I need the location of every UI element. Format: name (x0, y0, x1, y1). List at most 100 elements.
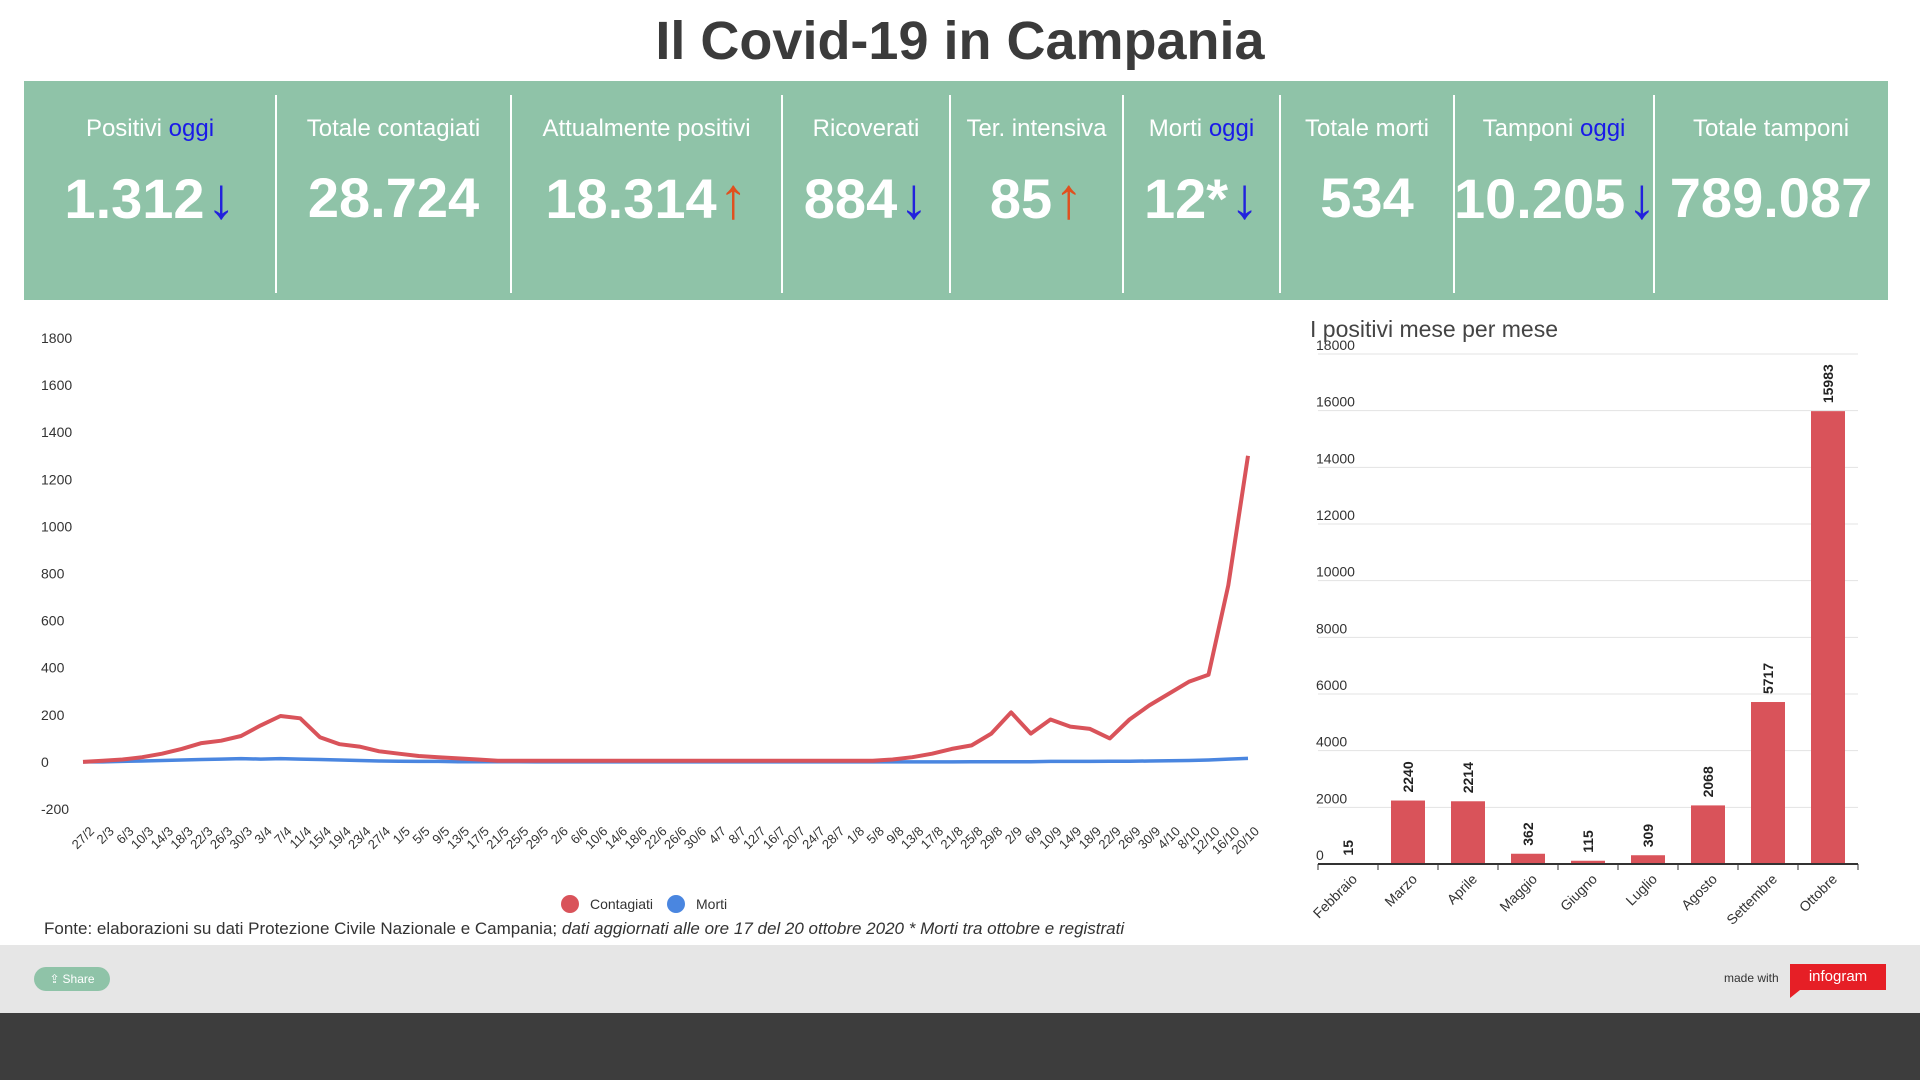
share-label: Share (62, 972, 95, 986)
stat-label-text: Morti (1148, 115, 1203, 142)
data-label: 5717 (1760, 663, 1776, 694)
y-tick-label: 8000 (1316, 620, 1347, 636)
stat-label-highlight: oggi (168, 115, 215, 142)
stat-divider (781, 95, 783, 293)
stats-panel: Positivi oggi 1.312↓ Totale contagiati 28.7… (24, 81, 1888, 300)
source-text: Fonte: elaborazioni su dati Protezione C… (44, 919, 558, 938)
stat-divider (510, 95, 512, 293)
stat-value-text: 884 (803, 167, 898, 230)
stat-label: Positivi oggi (24, 115, 276, 143)
stat-value: 85↑ (950, 165, 1123, 232)
stat-value: 884↓ (782, 165, 950, 232)
stat-label-text: Ricoverati (812, 115, 920, 142)
y-tick-label: 6000 (1316, 677, 1347, 693)
x-tick-label: Agosto (1678, 871, 1720, 913)
stat-value-text: 18.314 (545, 167, 717, 230)
stat-label-text: Positivi (85, 115, 162, 142)
stat-value-text: 12* (1143, 167, 1229, 230)
stat-label-text: Totale morti (1304, 115, 1430, 142)
data-label: 15983 (1820, 364, 1836, 403)
stat-divider (1653, 95, 1655, 293)
y-tick-label: 1600 (41, 377, 72, 393)
y-tick-label: 14000 (1316, 450, 1355, 466)
stat-divider (1453, 95, 1455, 293)
stat-label: Totale contagiati (276, 115, 511, 143)
y-tick-label: 18000 (1316, 337, 1355, 353)
x-tick-label: Marzo (1381, 871, 1420, 910)
y-tick-label: 0 (41, 754, 49, 770)
made-with-label: made with (1724, 971, 1779, 985)
x-tick-label: Settembre (1723, 871, 1780, 928)
legend-label: Contagiati (590, 896, 653, 912)
stat-label: Attualmente positivi (511, 115, 782, 143)
data-label: 2214 (1460, 762, 1476, 793)
y-tick-label: 4000 (1316, 734, 1347, 750)
stat-label-text: Totale tamponi (1692, 115, 1850, 142)
infographic-canvas: Il Covid-19 in Campania Positivi oggi 1.3… (0, 0, 1920, 945)
stat-label: Ricoverati (782, 115, 950, 143)
stat-divider (1122, 95, 1124, 293)
y-tick-label: 1000 (41, 518, 72, 534)
y-tick-label: 200 (41, 707, 65, 723)
bar (1631, 855, 1665, 864)
stat-card: Attualmente positivi 18.314↑ (511, 81, 782, 300)
stat-value-text: 10.205 (1454, 167, 1626, 230)
stat-value-text: 85 (989, 167, 1053, 230)
y-tick-label: 16000 (1316, 394, 1355, 410)
arrow-down-icon: ↓ (206, 166, 236, 231)
y-tick-label: 2000 (1316, 790, 1347, 806)
legend-label: Morti (696, 896, 727, 912)
share-button[interactable]: ⇪ Share (34, 967, 110, 991)
bar-chart-title: I positivi mese per mese (1310, 316, 1558, 342)
arrow-down-icon: ↓ (899, 166, 929, 231)
y-tick-label: 800 (41, 566, 65, 582)
bar (1811, 411, 1845, 864)
stat-value: 10.205↓ (1454, 165, 1657, 232)
share-icon: ⇪ (49, 972, 60, 986)
x-tick-label: Maggio (1496, 871, 1540, 915)
x-tick-label: Aprile (1443, 871, 1480, 908)
stat-card: Totale contagiati 28.724 (276, 81, 511, 300)
stat-value: 789.087 (1654, 165, 1888, 230)
data-label: 15 (1340, 840, 1356, 856)
stat-card: Totale morti 534 (1280, 81, 1454, 300)
x-tick-label: Giugno (1557, 871, 1600, 914)
data-label: 115 (1580, 830, 1596, 853)
arrow-down-icon: ↓ (1627, 166, 1657, 231)
infogram-logo[interactable]: infogram (1790, 964, 1886, 998)
source-note: Fonte: elaborazioni su dati Protezione C… (44, 919, 1124, 939)
y-tick-label: 0 (1316, 847, 1324, 863)
stat-value: 12*↓ (1123, 165, 1280, 232)
page-title: Il Covid-19 in Campania (655, 11, 1265, 71)
arrow-up-icon: ↑ (1054, 166, 1084, 231)
stat-card: Tamponi oggi 10.205↓ (1454, 81, 1657, 300)
footer-bar: ⇪ Share made with infogram (0, 945, 1920, 1013)
y-tick-label: 1800 (41, 330, 72, 346)
stat-label: Totale morti (1280, 115, 1454, 143)
stat-label: Morti oggi (1123, 115, 1280, 143)
bar (1391, 800, 1425, 864)
stat-value: 28.724 (276, 165, 511, 230)
stat-label-text: Attualmente positivi (542, 115, 751, 142)
source-update-note: dati aggiornati alle ore 17 del 20 ottob… (561, 919, 1125, 938)
arrow-up-icon: ↑ (718, 166, 748, 231)
y-tick-label: 10000 (1316, 564, 1355, 580)
stat-card: Morti oggi 12*↓ (1123, 81, 1280, 300)
stat-label-text: Totale contagiati (306, 115, 481, 142)
y-tick-label: 12000 (1316, 507, 1355, 523)
stat-value: 534 (1280, 165, 1454, 230)
data-label: 309 (1640, 824, 1656, 848)
bar (1511, 853, 1545, 864)
stat-label: Ter. intensiva (950, 115, 1123, 143)
stat-value-text: 789.087 (1669, 166, 1873, 229)
stat-value-text: 534 (1320, 166, 1414, 229)
stat-label: Totale tamponi (1654, 115, 1888, 143)
stat-label: Tamponi oggi (1454, 115, 1654, 143)
y-tick-label: 1200 (41, 471, 72, 487)
stat-card: Totale tamponi 789.087 (1654, 81, 1888, 300)
y-tick-label: -200 (41, 801, 69, 817)
data-label: 2240 (1400, 761, 1416, 792)
bar-chart: 0 2000 4000 6000 8000 10000 12000 14000 16000 180… (1310, 337, 1859, 928)
arrow-down-icon: ↓ (1230, 166, 1260, 231)
stat-card: Positivi oggi 1.312↓ (24, 81, 276, 300)
